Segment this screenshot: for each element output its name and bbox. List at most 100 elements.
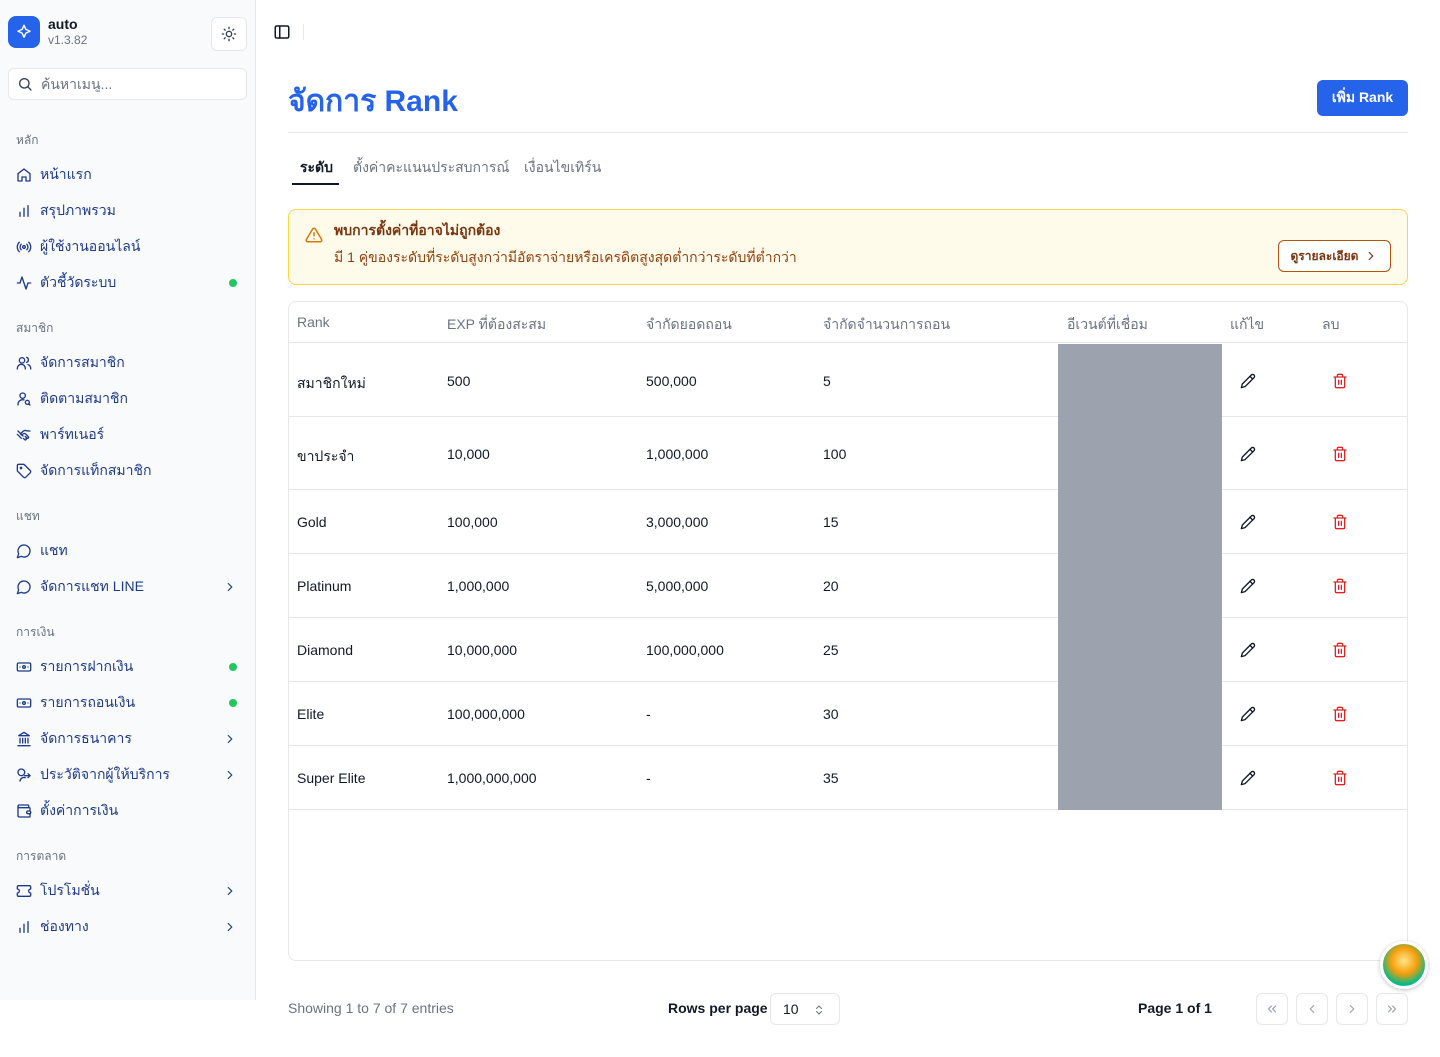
theme-toggle-button[interactable]: [211, 17, 247, 51]
column-header-linked-events: อีเวนต์ที่เชื่อม: [1067, 316, 1148, 332]
sidebar-item-label: ตั้งค่าการเงิน: [40, 802, 119, 818]
sidebar-item-label: สรุปภาพรวม: [40, 202, 116, 218]
message-circle-icon: [16, 579, 32, 595]
rank-name-cell: Diamond: [297, 642, 354, 658]
activity-icon: [16, 275, 32, 291]
withdraw-count-cell: 20: [823, 578, 839, 594]
last-page-button[interactable]: [1376, 993, 1408, 1025]
sidebar-item-label: ประวัติจากผู้ให้บริการ: [40, 766, 170, 782]
table-row: Super Elite 1,000,000,000 - 35: [289, 746, 1407, 810]
pencil-icon: [1240, 706, 1256, 722]
delete-button[interactable]: [1330, 640, 1350, 660]
message-circle-icon: [16, 543, 32, 559]
rows-per-page-select[interactable]: 10: [770, 993, 840, 1025]
sidebar-item-home[interactable]: หน้าแรก: [8, 159, 247, 191]
alert-description: มี 1 คู่ของระดับที่ระดับสูงกว่ามีอัตราจ่…: [334, 249, 797, 265]
delete-button[interactable]: [1330, 371, 1350, 391]
withdraw-count-cell: 35: [823, 770, 839, 786]
bar-chart-icon: [16, 919, 32, 935]
sidebar-toggle-button[interactable]: [272, 22, 292, 42]
edit-button[interactable]: [1238, 576, 1258, 596]
linked-events-cell: [1058, 682, 1222, 746]
warning-triangle-icon: [305, 226, 323, 249]
floating-assistant-avatar[interactable]: [1380, 941, 1428, 989]
users-icon: [16, 355, 32, 371]
column-header-exp: EXP ที่ต้องสะสม: [447, 316, 547, 332]
status-dot: [229, 663, 237, 671]
add-rank-button[interactable]: เพิ่ม Rank: [1317, 80, 1408, 116]
next-page-button[interactable]: [1336, 993, 1368, 1025]
edit-button[interactable]: [1238, 444, 1258, 464]
trash-icon: [1332, 642, 1348, 658]
sidebar-item-channels[interactable]: ช่องทาง: [8, 911, 247, 943]
edit-button[interactable]: [1238, 768, 1258, 788]
provider-history-icon: [16, 767, 32, 783]
radio-icon: [16, 239, 32, 255]
chevron-right-icon: [223, 580, 237, 594]
active-tab-indicator: [292, 183, 339, 185]
first-page-button[interactable]: [1256, 993, 1288, 1025]
app-version: v1.3.82: [48, 33, 88, 47]
tab-turnover-conditions[interactable]: เงื่อนไขเทิร์น: [524, 159, 602, 175]
sidebar-item-manage-members[interactable]: จัดการสมาชิก: [8, 347, 247, 379]
search-input[interactable]: [41, 76, 241, 92]
view-details-label: ดูรายละเอียด: [1290, 248, 1359, 263]
sidebar-item-withdrawals[interactable]: รายการถอนเงิน: [8, 687, 247, 719]
previous-page-button[interactable]: [1296, 993, 1328, 1025]
rank-name-cell: ขาประจำ: [297, 448, 355, 464]
sidebar-item-line-chat[interactable]: จัดการแชท LINE: [8, 571, 247, 603]
exp-cell: 1,000,000: [447, 578, 510, 594]
sidebar-item-partner[interactable]: พาร์ทเนอร์: [8, 419, 247, 451]
edit-button[interactable]: [1238, 640, 1258, 660]
edit-button[interactable]: [1238, 371, 1258, 391]
chevron-right-icon: [223, 884, 237, 898]
tab-levels[interactable]: ระดับ: [300, 159, 334, 175]
linked-events-cell: [1058, 618, 1222, 682]
sidebar-item-system-metrics[interactable]: ตัวชี้วัดระบบ: [8, 267, 247, 299]
brand[interactable]: auto v1.3.82: [8, 16, 87, 48]
sun-icon: [221, 26, 237, 42]
delete-button[interactable]: [1330, 512, 1350, 532]
group-label-marketing: การตลาด: [16, 849, 67, 863]
sidebar-item-provider-history[interactable]: ประวัติจากผู้ให้บริการ: [8, 759, 247, 791]
sidebar-item-overview[interactable]: สรุปภาพรวม: [8, 195, 247, 227]
table-row: Platinum 1,000,000 5,000,000 20: [289, 554, 1407, 618]
sidebar-item-label: รายการถอนเงิน: [40, 694, 136, 710]
delete-button[interactable]: [1330, 704, 1350, 724]
edit-button[interactable]: [1238, 512, 1258, 532]
sidebar-item-deposits[interactable]: รายการฝากเงิน: [8, 651, 247, 683]
table-row: Gold 100,000 3,000,000 15: [289, 490, 1407, 554]
table-row: Elite 100,000,000 - 30: [289, 682, 1407, 746]
sidebar-item-online-users[interactable]: ผู้ใช้งานออนไลน์: [8, 231, 247, 263]
sidebar-item-chat[interactable]: แชท: [8, 535, 247, 567]
column-header-delete: ลบ: [1322, 316, 1340, 332]
rank-table: Rank EXP ที่ต้องสะสม จำกัดยอดถอน จำกัดจำ…: [288, 301, 1408, 961]
sidebar-item-promotions[interactable]: โปรโมชั่น: [8, 875, 247, 907]
sidebar-item-label: จัดการแท็กสมาชิก: [40, 462, 152, 478]
column-header-edit: แก้ไข: [1230, 316, 1265, 332]
bar-chart-icon: [16, 203, 32, 219]
status-dot: [229, 699, 237, 707]
tab-exp-settings[interactable]: ตั้งค่าคะแนนประสบการณ์: [353, 159, 510, 175]
sidebar-item-banks[interactable]: จัดการธนาคาร: [8, 723, 247, 755]
column-header-withdraw-count: จำกัดจำนวนการถอน: [823, 316, 951, 332]
column-header-rank: Rank: [297, 314, 330, 330]
view-details-button[interactable]: ดูรายละเอียด: [1278, 240, 1391, 272]
edit-button[interactable]: [1238, 704, 1258, 724]
withdraw-limit-cell: 100,000,000: [646, 642, 724, 658]
sidebar-item-track-members[interactable]: ติดตามสมาชิก: [8, 383, 247, 415]
pencil-icon: [1240, 446, 1256, 462]
delete-button[interactable]: [1330, 768, 1350, 788]
delete-button[interactable]: [1330, 576, 1350, 596]
sidebar-item-member-tags[interactable]: จัดการแท็กสมาชิก: [8, 455, 247, 487]
search-icon: [17, 76, 33, 92]
exp-cell: 500: [447, 373, 471, 389]
chevron-right-icon: [1364, 249, 1378, 263]
sidebar-item-label: ผู้ใช้งานออนไลน์: [40, 238, 141, 254]
delete-button[interactable]: [1330, 444, 1350, 464]
sidebar-item-label: จัดการธนาคาร: [40, 730, 132, 746]
sidebar-item-finance-settings[interactable]: ตั้งค่าการเงิน: [8, 795, 247, 827]
group-label-chat: แชท: [16, 509, 40, 523]
sidebar-item-label: ตัวชี้วัดระบบ: [40, 274, 117, 290]
pencil-icon: [1240, 514, 1256, 530]
